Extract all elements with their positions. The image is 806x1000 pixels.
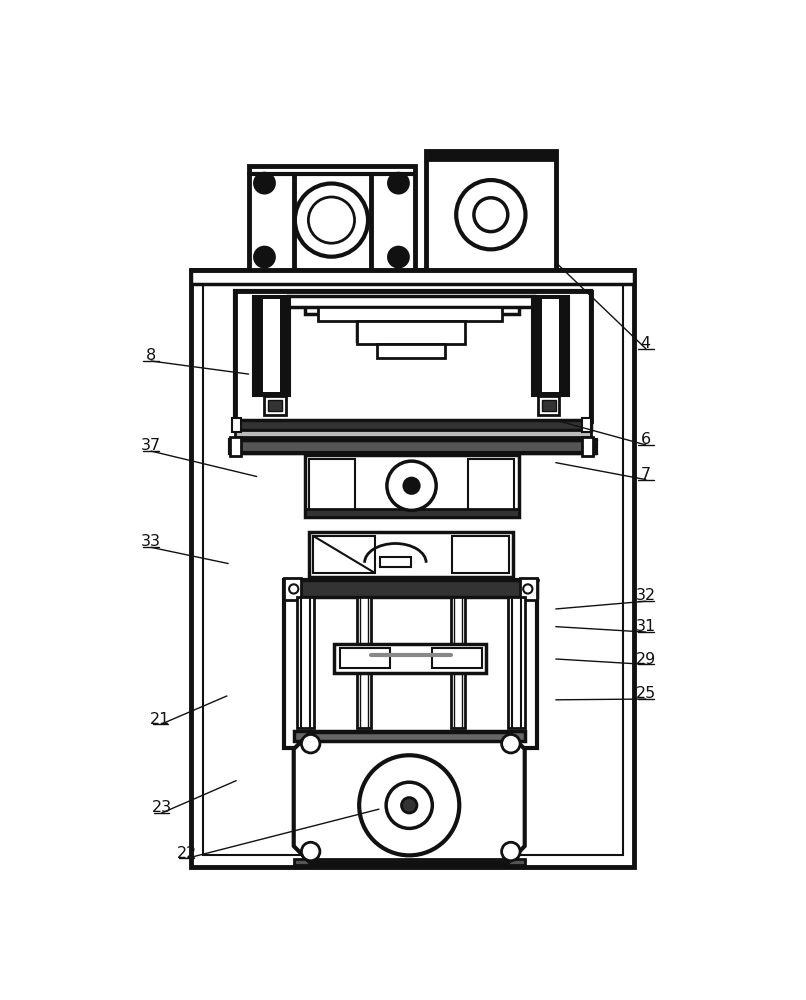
Bar [230,440,596,453]
Bar [305,509,518,517]
Bar [313,536,375,573]
Bar [235,291,591,422]
Bar [538,396,559,415]
Bar [293,731,525,741]
Bar [268,400,282,411]
Bar [235,420,591,430]
Bar [536,299,542,392]
Circle shape [401,798,417,813]
Bar [508,597,525,728]
Circle shape [359,755,459,855]
Circle shape [387,461,436,510]
Text: 37: 37 [141,438,161,453]
Bar [582,437,593,456]
Bar [371,314,386,341]
Bar [520,578,537,600]
Circle shape [404,478,419,493]
Bar [285,578,301,600]
Bar [191,270,634,284]
Ellipse shape [295,184,368,257]
Bar [191,270,634,867]
Text: 25: 25 [636,686,656,701]
Text: 29: 29 [636,652,656,666]
Bar [582,418,591,432]
Circle shape [501,734,520,753]
Bar [232,418,241,432]
Ellipse shape [309,197,355,243]
Circle shape [501,842,520,861]
Text: 22: 22 [177,846,197,861]
Bar [230,437,241,456]
Bar [533,296,569,396]
Bar [357,299,399,341]
Bar [249,166,414,278]
Bar [203,282,622,855]
Bar [310,459,355,513]
Bar [285,580,537,748]
Bar [380,557,411,567]
Circle shape [255,173,275,193]
Circle shape [456,180,526,249]
Bar [357,597,371,728]
Circle shape [289,584,298,594]
Bar [451,597,465,728]
Bar [318,307,501,321]
Bar [297,597,314,728]
Circle shape [255,247,275,267]
Bar [305,455,518,517]
Text: 4: 4 [641,336,651,351]
Circle shape [523,584,533,594]
Bar [264,396,286,415]
Bar [235,430,591,437]
Circle shape [386,782,432,828]
Bar [280,299,286,392]
Text: 8: 8 [146,348,156,363]
Bar [310,532,513,577]
Text: 31: 31 [636,619,656,634]
Circle shape [301,842,320,861]
Bar [559,299,566,392]
Polygon shape [293,732,525,863]
Text: 23: 23 [152,800,172,815]
Bar [377,344,445,358]
Bar [451,536,509,573]
Text: 6: 6 [641,432,651,447]
Text: 33: 33 [141,534,161,549]
Bar [431,648,482,668]
Circle shape [388,247,409,267]
Bar [257,299,286,392]
Bar [542,400,555,411]
Bar [253,296,290,396]
Bar [467,459,514,513]
Bar [536,299,566,392]
Bar [285,580,537,597]
Bar [288,296,534,307]
Bar [305,299,518,314]
Bar [257,299,263,392]
Circle shape [474,198,508,232]
Bar [240,296,586,419]
Bar [357,321,465,344]
Text: 32: 32 [636,588,656,603]
Text: 7: 7 [641,467,651,482]
Bar [426,151,555,160]
Bar [293,859,525,865]
Text: 21: 21 [150,712,171,727]
Circle shape [301,734,320,753]
Circle shape [388,173,409,193]
Bar [426,151,555,276]
Bar [334,644,486,673]
Bar [340,648,390,668]
